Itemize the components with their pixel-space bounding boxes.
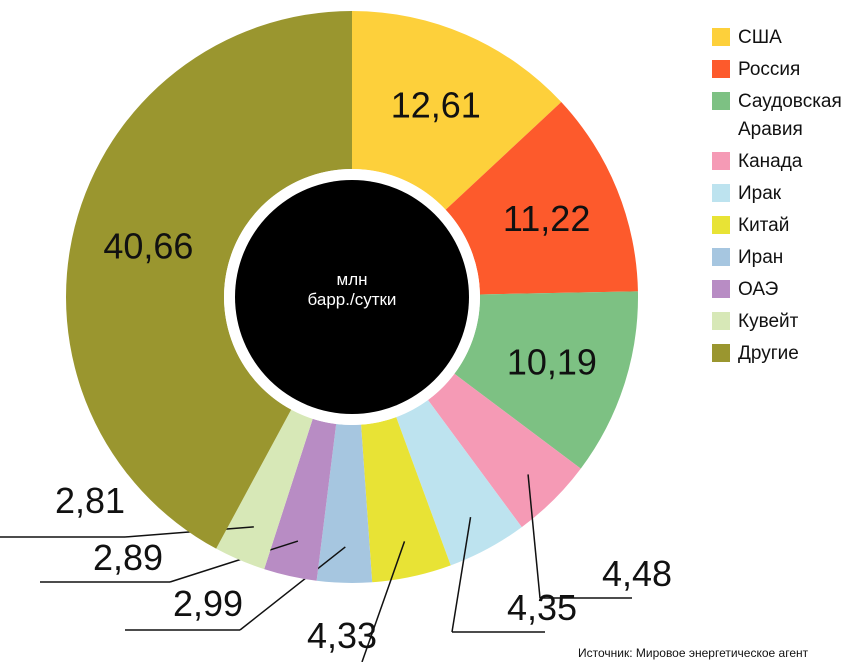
legend-label: Китай <box>738 215 790 236</box>
donut-segment <box>66 11 353 549</box>
legend-swatch <box>712 248 730 266</box>
legend-label: США <box>738 27 782 48</box>
leader-line <box>239 546 346 631</box>
value-label: 12,61 <box>391 84 481 125</box>
legend-swatch <box>712 28 730 46</box>
donut-segment <box>216 409 313 570</box>
donut-segment <box>361 417 451 583</box>
legend-item: Саудовская Аравия <box>712 88 862 144</box>
legend: США Россия Саудовская Аравия Канада Ирак Кита… <box>712 24 862 372</box>
legend-item: Канада <box>712 148 862 176</box>
value-label: 4,33 <box>307 615 377 656</box>
legend-item: Иран <box>712 244 862 272</box>
donut-segment <box>454 291 638 469</box>
center-label: барр./сутки <box>308 290 397 309</box>
legend-item: Россия <box>712 56 862 84</box>
legend-swatch <box>712 312 730 330</box>
value-label: 40,66 <box>103 226 193 267</box>
value-label: 4,35 <box>507 587 577 628</box>
donut-segment <box>352 11 562 210</box>
leader-line <box>361 541 406 662</box>
donut-segment <box>264 418 337 581</box>
legend-swatch <box>712 344 730 362</box>
leader-line <box>451 516 472 633</box>
donut-segment <box>445 102 638 295</box>
legend-label: Россия <box>738 59 801 80</box>
value-label: 2,89 <box>93 537 163 578</box>
legend-swatch <box>712 152 730 170</box>
legend-swatch <box>712 184 730 202</box>
source: Источник: Мировое энергетическое агент <box>578 646 809 660</box>
legend-label: Другие <box>738 343 799 364</box>
value-label: 2,81 <box>55 480 125 521</box>
value-label: 11,22 <box>503 198 590 239</box>
leader-line <box>169 540 299 583</box>
legend-label: Иран <box>738 247 784 268</box>
donut-segment <box>427 373 581 528</box>
donut-segment <box>316 424 373 583</box>
legend-swatch <box>712 92 730 110</box>
legend-label: Саудовская Аравия <box>738 91 842 140</box>
legend-item: Кувейт <box>712 308 862 336</box>
legend-item: Ирак <box>712 180 862 208</box>
legend-label: Кувейт <box>738 311 799 332</box>
legend-swatch <box>712 216 730 234</box>
legend-label: Ирак <box>738 183 782 204</box>
value-label: 10,19 <box>507 341 597 382</box>
value-label: 4,48 <box>602 553 672 594</box>
legend-item: США <box>712 24 862 52</box>
legend-swatch <box>712 60 730 78</box>
legend-label: Канада <box>738 151 803 172</box>
legend-label: ОАЭ <box>738 279 779 300</box>
legend-item: Другие <box>712 340 862 368</box>
center-label: млн <box>337 270 368 289</box>
value-label: 2,99 <box>173 583 243 624</box>
legend-item: ОАЭ <box>712 276 862 304</box>
donut-segment <box>396 400 522 566</box>
legend-item: Китай <box>712 212 862 240</box>
legend-swatch <box>712 280 730 298</box>
center-disc <box>235 180 469 414</box>
leader-line <box>527 474 541 599</box>
